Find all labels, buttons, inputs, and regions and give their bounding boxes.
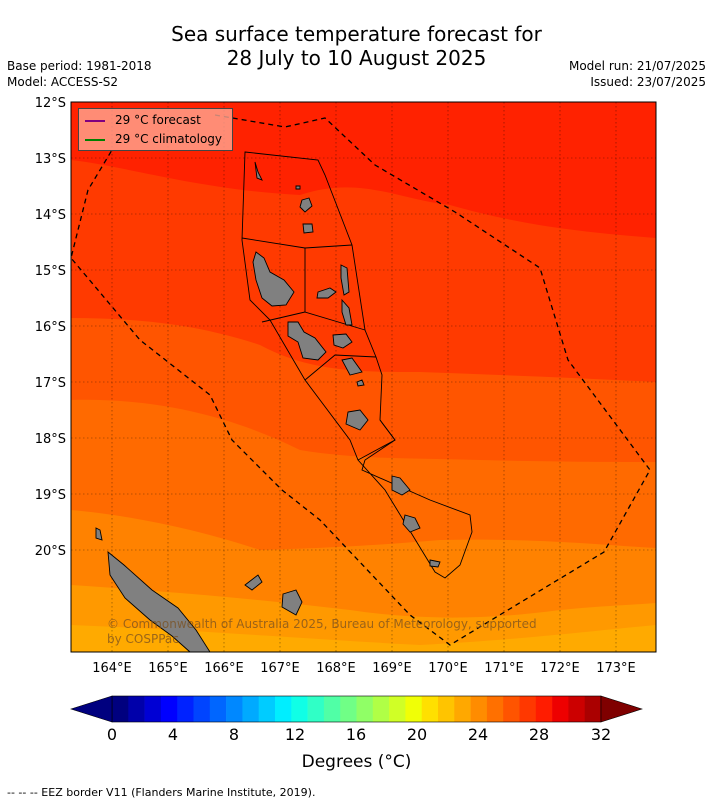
title-line-1: Sea surface temperature forecast for bbox=[171, 22, 542, 46]
colorbar-cell bbox=[519, 696, 537, 722]
colorbar-over-arrow bbox=[600, 695, 643, 723]
lon-label: 171°E bbox=[484, 661, 524, 676]
colorbar-cell bbox=[275, 696, 292, 722]
lat-label: 17°S bbox=[35, 376, 66, 391]
model-name: Model: ACCESS-S2 bbox=[7, 75, 119, 89]
lat-label: 20°S bbox=[35, 544, 66, 559]
chart-title: Sea surface temperature forecast for 28 … bbox=[0, 22, 713, 70]
colorbar-cell bbox=[177, 696, 194, 722]
colorbar-cell bbox=[486, 696, 504, 722]
colorbar-ticks: 0 4 8 12 16 20 24 28 32 bbox=[107, 725, 611, 744]
legend-forecast-line bbox=[85, 119, 105, 122]
lon-label: 168°E bbox=[316, 661, 356, 676]
colorbar-cell bbox=[291, 696, 308, 722]
colorbar-tick: 20 bbox=[407, 725, 427, 744]
lat-label: 18°S bbox=[35, 432, 66, 447]
lat-label: 14°S bbox=[35, 208, 66, 223]
legend-climatology-line bbox=[85, 138, 105, 141]
colorbar-cell bbox=[209, 696, 227, 722]
colorbar-cell bbox=[454, 696, 471, 722]
colorbar-cell bbox=[340, 696, 357, 722]
colorbar-cell bbox=[568, 696, 585, 722]
colorbar: 0 4 8 12 16 20 24 28 32 bbox=[70, 695, 643, 744]
colorbar-cell bbox=[470, 696, 488, 722]
colorbar-tick: 32 bbox=[591, 725, 611, 744]
lon-label: 169°E bbox=[372, 661, 412, 676]
temperature-bands bbox=[71, 102, 656, 652]
colorbar-cell bbox=[144, 696, 162, 722]
colorbar-cell bbox=[307, 696, 325, 722]
colorbar-cell bbox=[372, 696, 390, 722]
colorbar-tick: 0 bbox=[107, 725, 117, 744]
meta-left: Base period: 1981-2018 Model: ACCESS-S2 bbox=[7, 58, 152, 90]
colorbar-tick: 12 bbox=[285, 725, 305, 744]
colorbar-cell bbox=[356, 696, 374, 722]
land-masses bbox=[95, 161, 441, 653]
lat-label: 16°S bbox=[35, 320, 66, 335]
colorbar-cell bbox=[160, 696, 178, 722]
colorbar-tick: 24 bbox=[468, 725, 488, 744]
lon-label: 173°E bbox=[596, 661, 636, 676]
legend-climatology-label: 29 °C climatology bbox=[115, 132, 223, 146]
colorbar-cell bbox=[584, 696, 602, 722]
colorbar-cell bbox=[226, 696, 243, 722]
eez-footnote: -- -- -- EEZ border V11 (Flanders Marine… bbox=[7, 786, 316, 799]
colorbar-under-arrow bbox=[70, 695, 113, 723]
colorbar-cell bbox=[193, 696, 211, 722]
issued-date: Issued: 23/07/2025 bbox=[590, 75, 706, 89]
lon-label: 166°E bbox=[204, 661, 244, 676]
colorbar-cell bbox=[389, 696, 406, 722]
latitude-labels: 12°S 13°S 14°S 15°S 16°S 17°S 18°S 19°S … bbox=[35, 96, 66, 559]
meta-right: Model run: 21/07/2025 Issued: 23/07/2025 bbox=[569, 58, 706, 90]
colorbar-tick: 28 bbox=[529, 725, 549, 744]
colorbar-label: Degrees (°C) bbox=[301, 752, 412, 772]
colorbar-cell bbox=[405, 696, 422, 722]
colorbar-cell bbox=[323, 696, 341, 722]
legend-forecast: 29 °C forecast bbox=[85, 111, 201, 129]
lon-label: 172°E bbox=[540, 661, 580, 676]
gridlines bbox=[71, 102, 656, 652]
model-run: Model run: 21/07/2025 bbox=[568, 59, 706, 73]
base-period: Base period: 1981-2018 bbox=[7, 59, 152, 73]
map-frame bbox=[70, 101, 657, 653]
lat-label: 15°S bbox=[35, 264, 66, 279]
colorbar-cell bbox=[535, 696, 553, 722]
copyright-notice: © Commonwealth of Australia 2025, Bureau… bbox=[107, 617, 537, 646]
colorbar-tick: 4 bbox=[168, 725, 178, 744]
colorbar-cell bbox=[128, 696, 145, 722]
colorbar-tick: 8 bbox=[229, 725, 239, 744]
lon-label: 167°E bbox=[260, 661, 300, 676]
colorbar-cell bbox=[438, 696, 455, 722]
colorbar-cells bbox=[111, 695, 602, 723]
lat-label: 12°S bbox=[35, 96, 66, 111]
lat-label: 19°S bbox=[35, 488, 66, 503]
colorbar-cell bbox=[242, 696, 259, 722]
lon-label: 170°E bbox=[428, 661, 468, 676]
province-boundaries bbox=[241, 151, 473, 579]
legend-forecast-label: 29 °C forecast bbox=[115, 113, 201, 127]
colorbar-cell bbox=[552, 696, 569, 722]
colorbar-cell bbox=[258, 696, 276, 722]
legend-climatology: 29 °C climatology bbox=[85, 130, 222, 148]
band-lightest bbox=[71, 625, 656, 652]
longitude-labels: 164°E 165°E 166°E 167°E 168°E 169°E 170°… bbox=[92, 661, 636, 676]
title-line-2: 28 July to 10 August 2025 bbox=[226, 46, 487, 70]
lat-label: 13°S bbox=[35, 152, 66, 167]
colorbar-cell bbox=[421, 696, 439, 722]
lon-label: 165°E bbox=[148, 661, 188, 676]
colorbar-cell bbox=[503, 696, 520, 722]
map-legend: 29 °C forecast 29 °C climatology bbox=[78, 108, 233, 151]
colorbar-cell bbox=[112, 696, 129, 722]
sst-map: 12°S 13°S 14°S 15°S 16°S 17°S 18°S 19°S … bbox=[35, 96, 657, 676]
colorbar-tick: 16 bbox=[346, 725, 366, 744]
eez-border bbox=[70, 114, 651, 646]
lon-label: 164°E bbox=[92, 661, 132, 676]
